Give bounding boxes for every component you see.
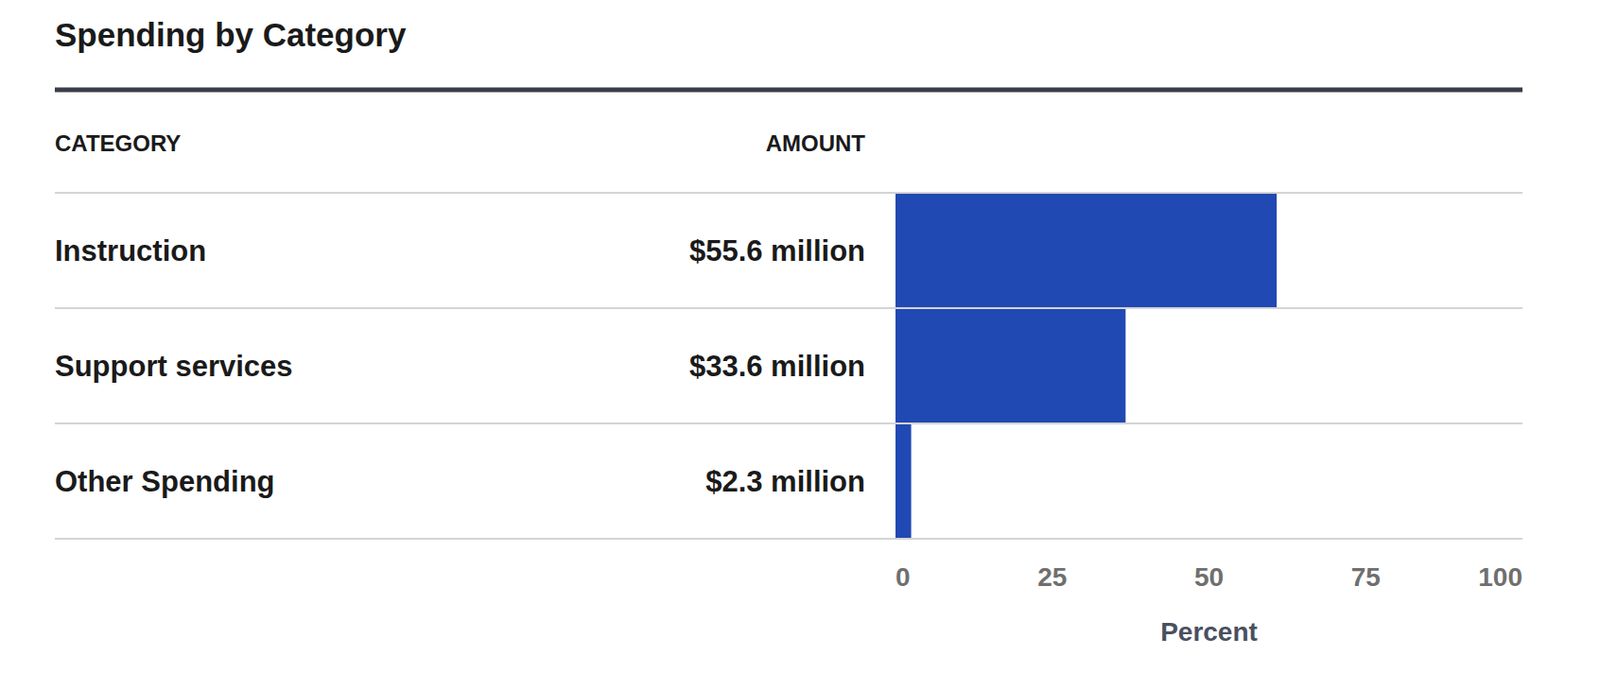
svg-text:Percent: Percent (1160, 617, 1258, 647)
svg-text:$33.6 million: $33.6 million (689, 349, 866, 383)
svg-text:75: 75 (1351, 562, 1381, 592)
svg-text:100: 100 (1478, 562, 1523, 592)
svg-text:Spending by Category: Spending by Category (54, 16, 407, 53)
svg-text:CATEGORY: CATEGORY (54, 130, 181, 157)
svg-text:0: 0 (895, 562, 911, 592)
svg-text:Support services: Support services (54, 349, 294, 383)
svg-text:AMOUNT: AMOUNT (765, 130, 867, 157)
svg-text:50: 50 (1194, 562, 1224, 592)
svg-text:Other Spending: Other Spending (54, 465, 276, 499)
svg-text:25: 25 (1037, 562, 1067, 592)
svg-text:$55.6 million: $55.6 million (689, 234, 866, 268)
svg-text:Instruction: Instruction (54, 234, 207, 268)
svg-text:$2.3 million: $2.3 million (705, 465, 866, 499)
